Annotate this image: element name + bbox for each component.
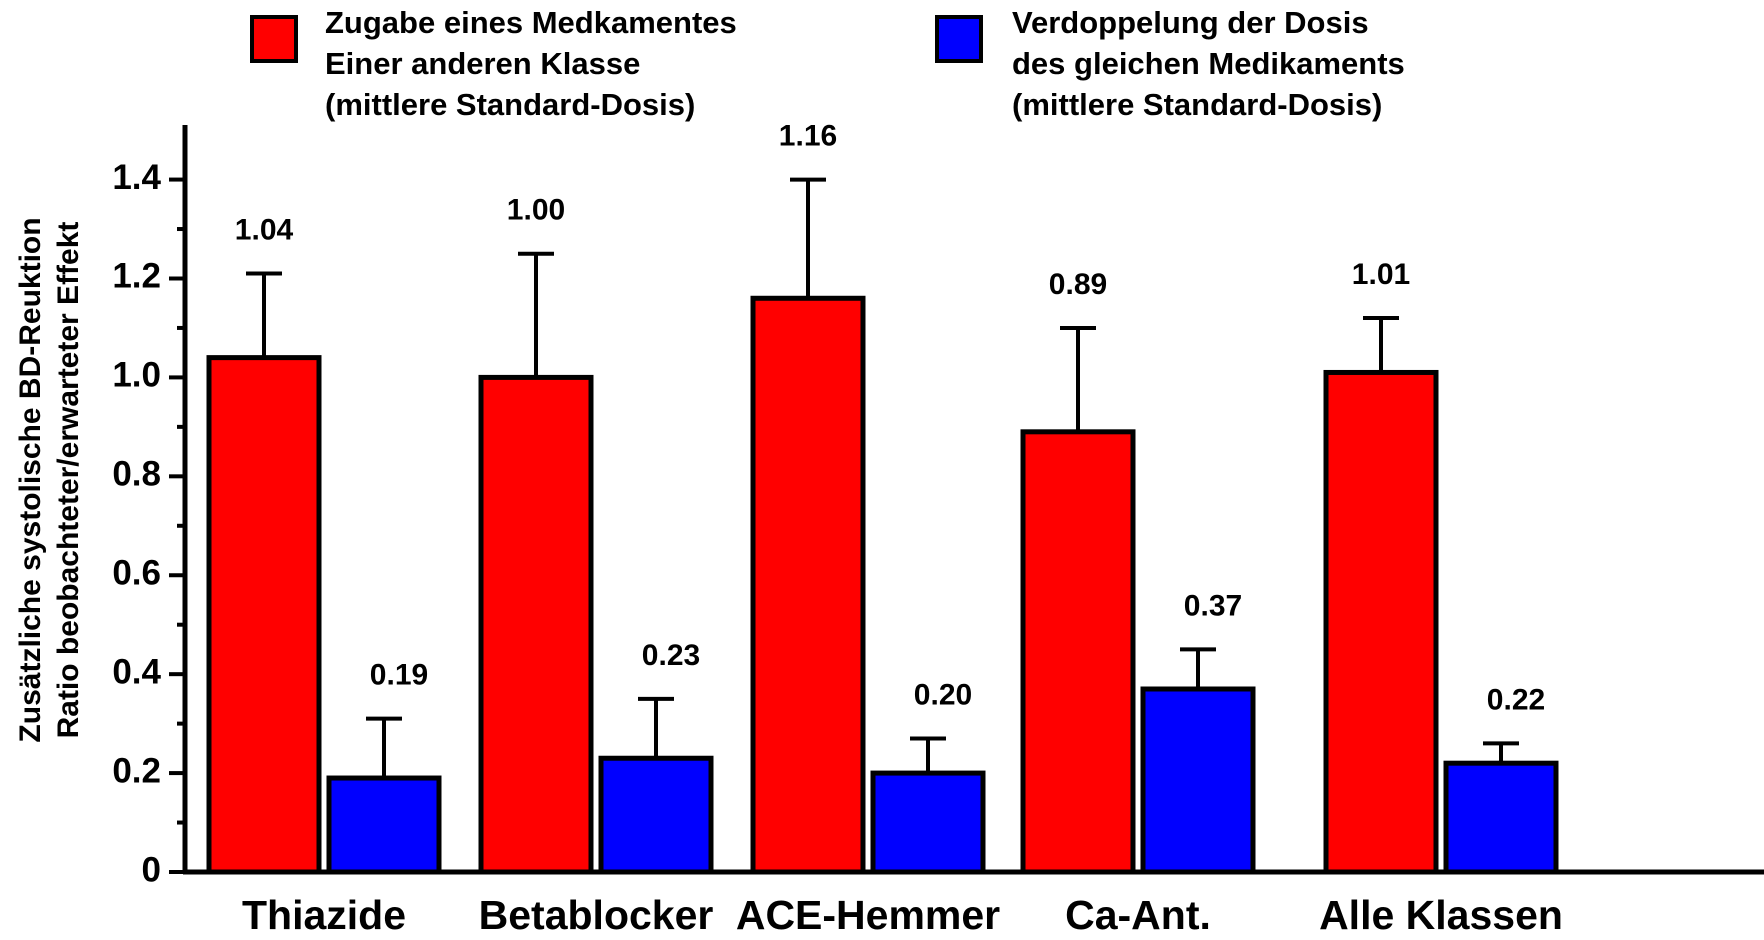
value-label: 0.19 <box>370 659 428 692</box>
value-label: 0.22 <box>1487 683 1545 716</box>
y-tick-label: 0.8 <box>112 455 161 494</box>
value-label: 1.16 <box>779 119 837 152</box>
y-tick-label: 0.4 <box>112 652 161 691</box>
value-label: 0.23 <box>642 639 700 672</box>
bar <box>750 295 866 875</box>
value-label: 0.89 <box>1049 268 1107 301</box>
legend-label: Verdoppelung der Dosis des gleichen Medi… <box>1012 5 1405 122</box>
x-tick-label: Betablocker <box>479 892 714 938</box>
bar <box>1443 760 1559 875</box>
x-tick-label: ACE-Hemmer <box>736 892 1000 938</box>
value-label: 0.37 <box>1184 589 1242 622</box>
x-tick-label: Alle Klassen <box>1319 892 1563 938</box>
value-label: 1.04 <box>235 213 294 246</box>
bar <box>326 775 442 875</box>
y-tick-label: 0.6 <box>112 553 161 592</box>
bar <box>1323 369 1439 875</box>
x-tick-label: Ca-Ant. <box>1065 892 1211 938</box>
y-tick-label: 1.2 <box>112 257 161 296</box>
value-label: 1.01 <box>1352 258 1410 291</box>
value-label: 0.20 <box>914 678 972 711</box>
legend-swatch <box>935 15 983 63</box>
y-tick-label: 0.2 <box>112 751 161 790</box>
bar <box>870 770 986 875</box>
bar <box>1020 429 1136 875</box>
bar <box>206 355 322 875</box>
value-label: 1.00 <box>507 194 565 227</box>
y-axis-label: Zusätzliche systolische BD-Reuktion Rati… <box>14 217 85 743</box>
y-tick-label: 1.4 <box>112 158 161 197</box>
bar <box>598 755 714 875</box>
bar <box>478 374 594 875</box>
y-tick-label: 0 <box>142 850 161 889</box>
y-tick-label: 1.0 <box>112 356 161 395</box>
legend-label: Zugabe eines Medkamentes Einer anderen K… <box>325 5 737 122</box>
legend-swatch <box>250 15 298 63</box>
x-tick-label: Thiazide <box>242 892 406 938</box>
bar <box>1140 686 1256 875</box>
